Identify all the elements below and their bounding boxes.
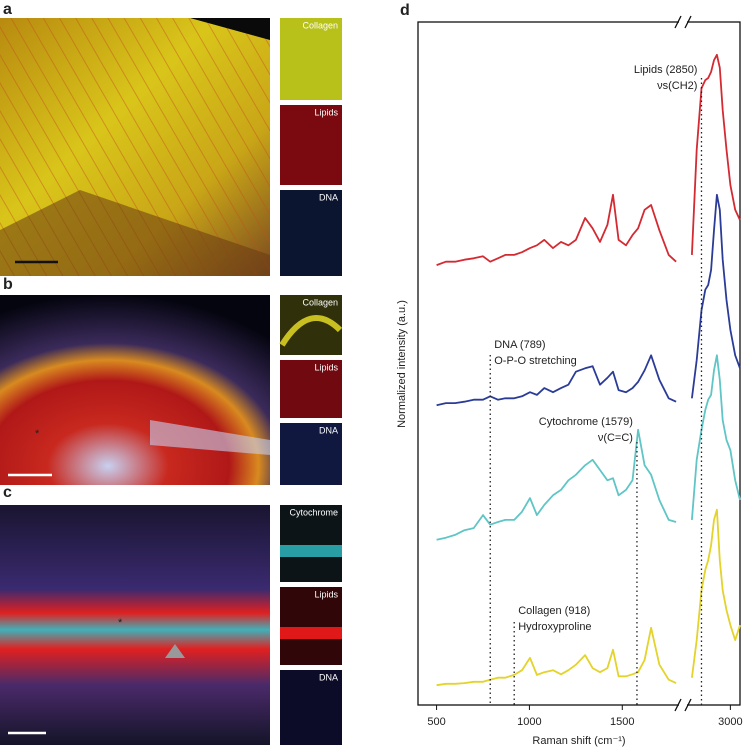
inset-label: DNA xyxy=(319,192,338,202)
marker xyxy=(165,644,185,658)
panel-letter: d xyxy=(400,2,410,19)
inset-feature xyxy=(280,545,342,557)
annotation-text: νs(CH2) xyxy=(657,80,697,92)
inset-image xyxy=(280,360,342,418)
inset-label: Cytochrome xyxy=(289,507,338,517)
plot-frame xyxy=(417,21,741,706)
inset-label: DNA xyxy=(319,425,338,435)
axis-break-mark xyxy=(684,15,692,29)
spectrum-line xyxy=(691,53,741,255)
inset-image xyxy=(280,587,342,665)
spectrum-line xyxy=(436,354,677,407)
inset-image xyxy=(280,505,342,582)
inset-label: Collagen xyxy=(302,20,338,30)
annotation-text: DNA (789) xyxy=(494,339,545,351)
annotation-text: Lipids (2850) xyxy=(634,64,698,76)
panel-letter: b xyxy=(3,276,13,293)
micrograph xyxy=(0,505,270,745)
x-tick-label: 3000 xyxy=(718,716,742,728)
micrograph-streak xyxy=(150,420,270,455)
annotation-text: ν(C=C) xyxy=(598,432,633,444)
annotation-text: Collagen (918) xyxy=(518,605,590,617)
axis-break-gap xyxy=(679,701,687,709)
axis-break-mark xyxy=(674,15,682,29)
marker: * xyxy=(118,617,123,629)
spectrum-line xyxy=(436,193,677,266)
inset-label: Lipids xyxy=(314,362,338,372)
micrograph-dark xyxy=(0,190,270,276)
x-axis-label: Raman shift (cm⁻¹) xyxy=(532,735,625,747)
inset-feature xyxy=(279,315,343,347)
annotation-text: O-P-O stretching xyxy=(494,355,577,367)
x-tick-label: 1500 xyxy=(610,716,634,728)
y-axis-label: Normalized intensity (a.u.) xyxy=(396,300,408,428)
annotation-text: Cytochrome (1579) xyxy=(539,416,633,428)
inset-image xyxy=(280,190,342,276)
x-tick-label: 1000 xyxy=(517,716,541,728)
spectrum-line xyxy=(436,626,677,687)
micrograph xyxy=(0,295,270,485)
inset-image xyxy=(280,670,342,745)
inset-label: Lipids xyxy=(314,589,338,599)
x-tick-label: 500 xyxy=(427,716,445,728)
inset-label: Collagen xyxy=(302,297,338,307)
panel-letter: c xyxy=(3,484,12,501)
inset-image xyxy=(280,18,342,100)
spectrum-line xyxy=(691,193,741,399)
spectrum-line xyxy=(691,508,741,678)
marker: * xyxy=(35,428,40,440)
axis-break-gap xyxy=(679,18,687,26)
spectrum-line xyxy=(436,428,677,541)
inset-label: DNA xyxy=(319,672,338,682)
annotation-text: Hydroxyproline xyxy=(518,621,591,633)
spectrum-line xyxy=(691,354,741,520)
axis-break-mark xyxy=(684,698,692,712)
inset-label: Lipids xyxy=(314,107,338,117)
inset-image xyxy=(280,105,342,185)
axis-break-mark xyxy=(674,698,682,712)
inset-image xyxy=(280,423,342,485)
inset-feature xyxy=(280,627,342,639)
micrograph-dark xyxy=(190,18,270,40)
panel-letter: a xyxy=(3,1,12,18)
